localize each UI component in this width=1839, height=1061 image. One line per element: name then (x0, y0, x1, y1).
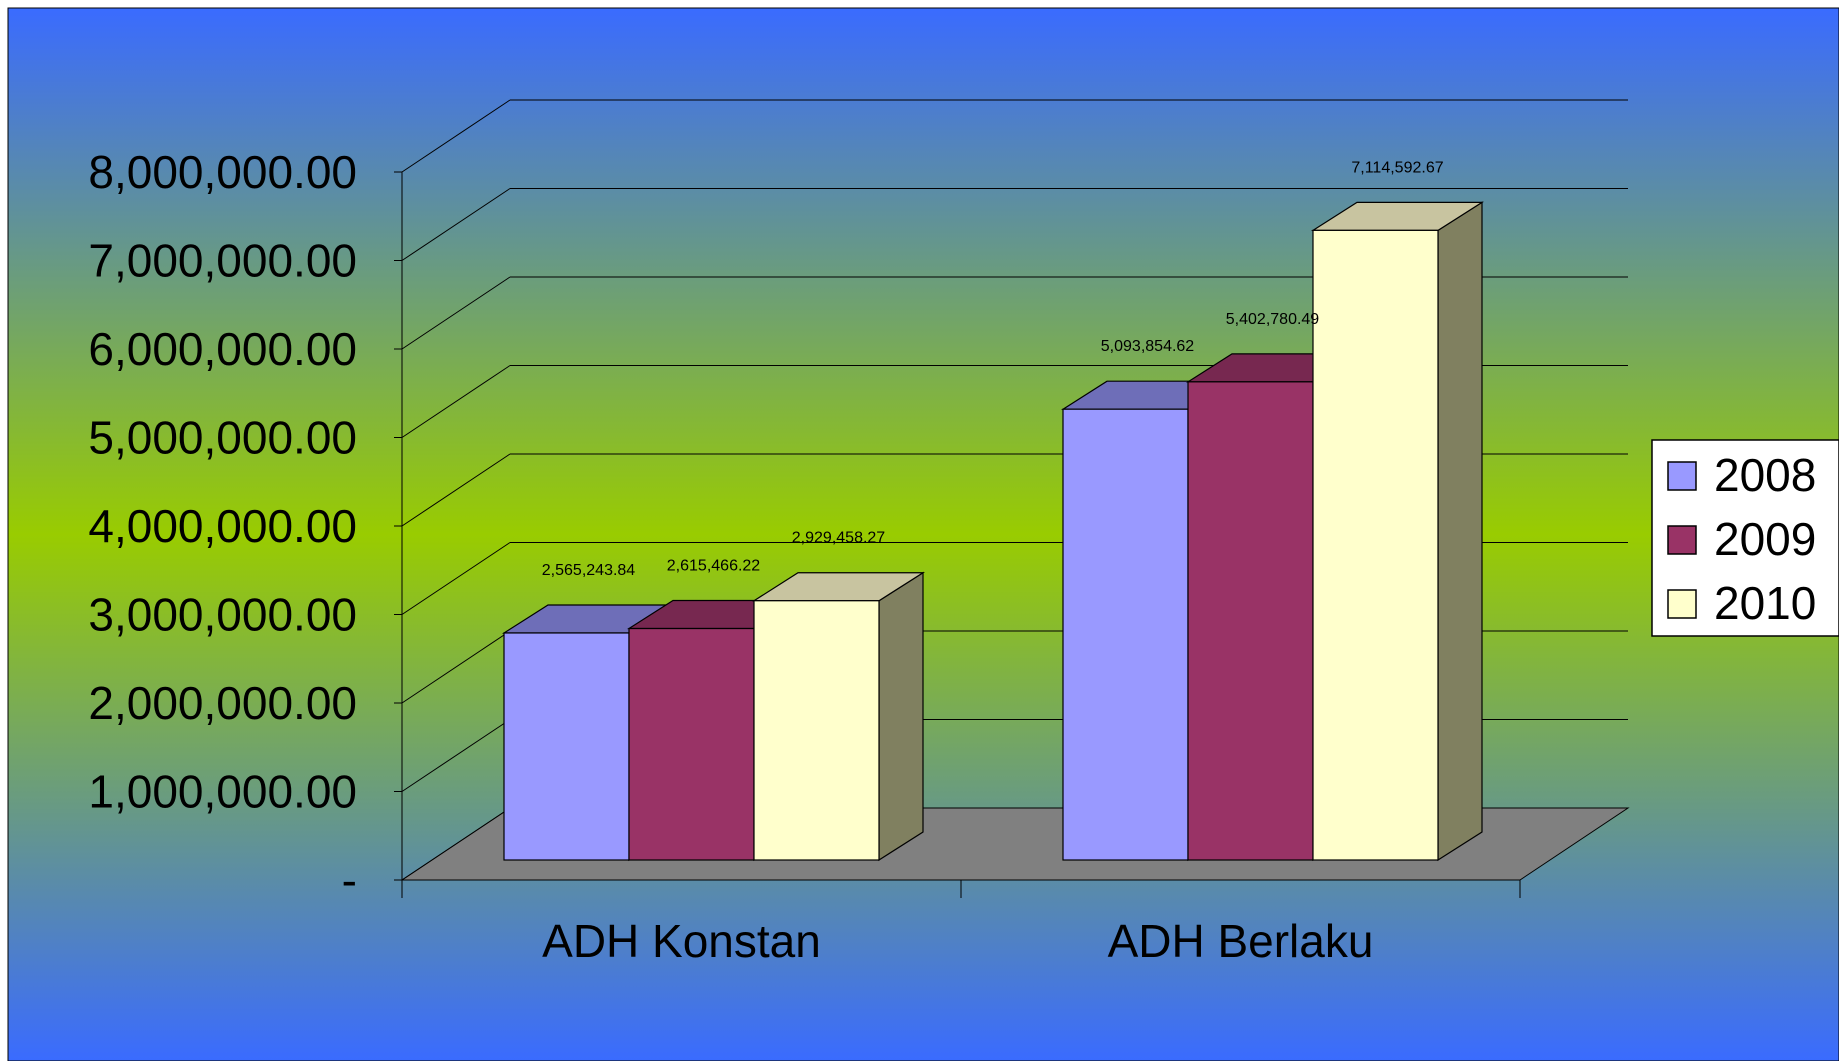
bar-side-face (1437, 201, 1483, 862)
data-label: 5,093,854.62 (1101, 338, 1195, 355)
legend-swatch (1667, 525, 1697, 555)
bar (1310, 201, 1485, 862)
y-tick-label: 8,000,000.00 (88, 146, 357, 198)
legend-label: 2008 (1714, 449, 1816, 501)
x-category-label: ADH Berlaku (1108, 915, 1374, 967)
gridline-side (401, 630, 511, 704)
bar (751, 571, 926, 862)
x-category-label: ADH Konstan (542, 915, 821, 967)
gridline-side (401, 365, 511, 438)
gridline-side (401, 719, 511, 792)
bars (501, 201, 1485, 862)
bar-front-face (503, 632, 630, 861)
bar-front-face (753, 600, 880, 861)
bar-front-face (1312, 229, 1439, 861)
gridline-side (401, 807, 511, 881)
data-label: 2,929,458.27 (792, 530, 886, 547)
y-tick-label: 2,000,000.00 (88, 677, 357, 729)
y-tick-label: 3,000,000.00 (88, 589, 357, 641)
legend-label: 2010 (1714, 577, 1816, 629)
data-labels: 2,565,243.84 2,615,466.22 2,929,458.27 5,09… (542, 159, 1444, 579)
y-tick-label: 6,000,000.00 (88, 323, 357, 375)
legend-label: 2009 (1714, 513, 1816, 565)
y-tick-label: - (342, 854, 357, 906)
data-label: 5,402,780.49 (1226, 311, 1320, 328)
gridline-side (401, 99, 511, 173)
bar-front-face (628, 627, 755, 861)
data-label: 2,565,243.84 (542, 562, 636, 579)
bar-front-face (1187, 381, 1314, 861)
y-tick-label: 1,000,000.00 (88, 766, 357, 818)
gridline-side (401, 453, 511, 527)
gridline-side (401, 276, 511, 350)
legend-swatch (1667, 589, 1697, 619)
y-tick-label: 7,000,000.00 (88, 235, 357, 287)
bar-front-face (1062, 408, 1189, 861)
axes: - 1,000,000.00 2,000,000.00 3,000,000.00 4,0… (88, 146, 1521, 967)
legend-swatch (1667, 461, 1697, 491)
chart-background (7, 7, 1839, 1061)
data-label: 7,114,592.67 (1351, 159, 1443, 176)
data-label: 2,615,466.22 (667, 558, 761, 575)
bar-side-face (878, 571, 924, 862)
gridline-side (401, 188, 511, 261)
legend: 2008 2009 2010 (1651, 439, 1839, 637)
y-tick-label: 5,000,000.00 (88, 412, 357, 464)
gridline-side (401, 542, 511, 615)
y-tick-label: 4,000,000.00 (88, 500, 357, 552)
